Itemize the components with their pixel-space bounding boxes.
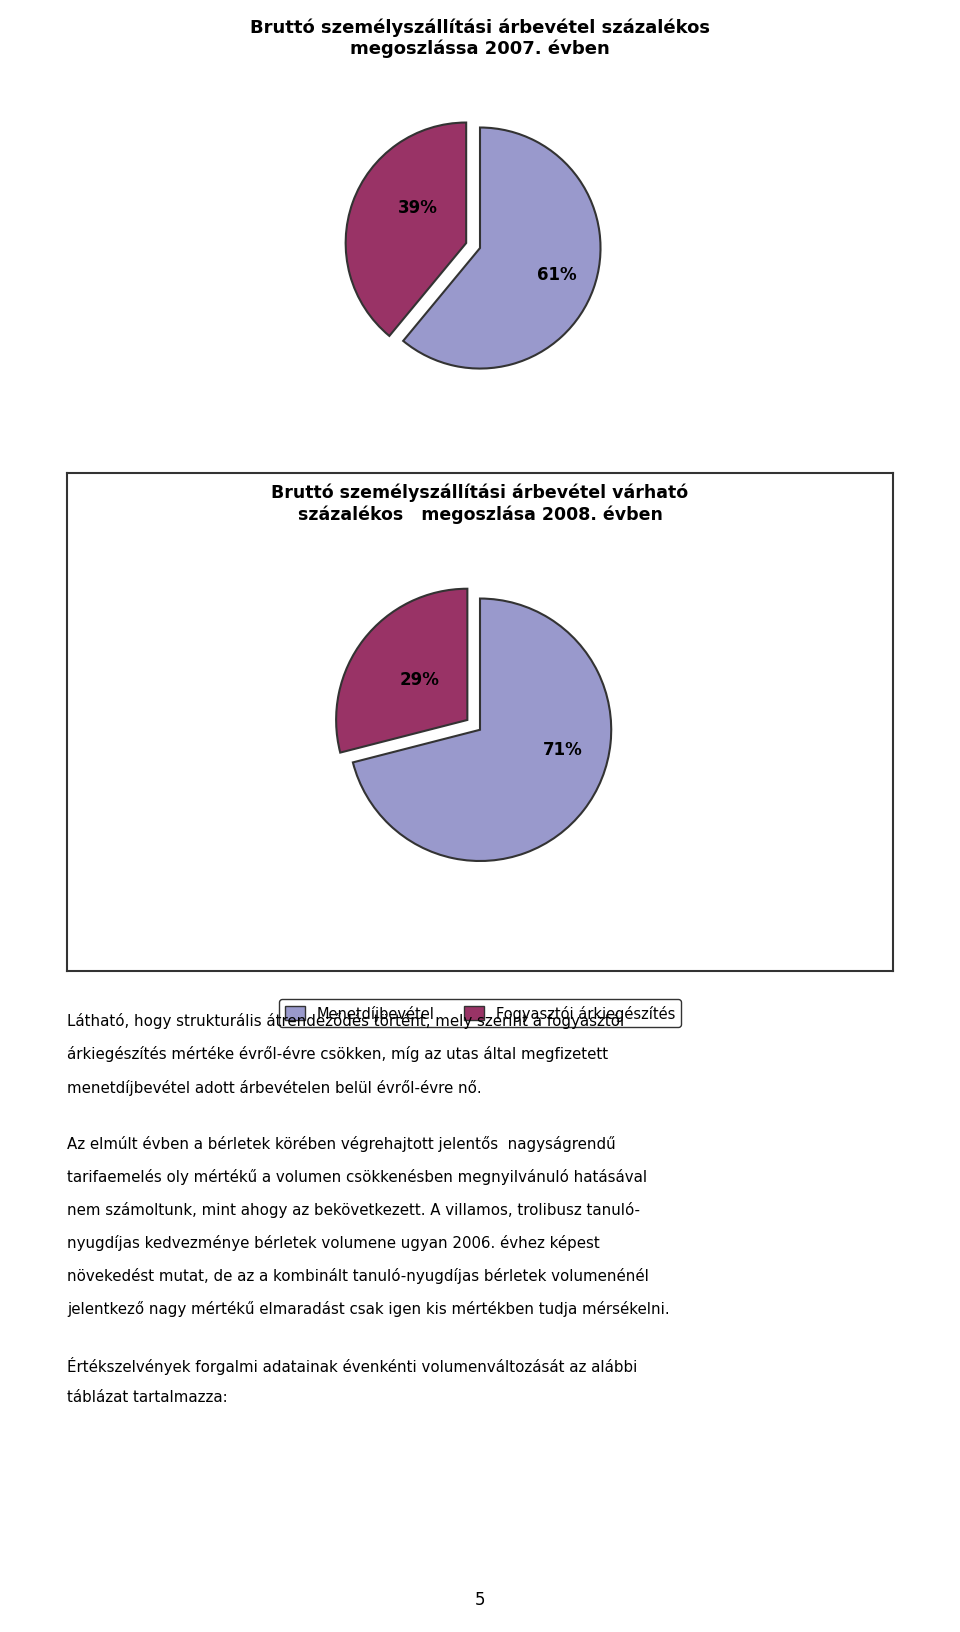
Text: 61%: 61% [537, 266, 576, 284]
Text: árkiegészítés mértéke évről-évre csökken, míg az utas által megfizetett: árkiegészítés mértéke évről-évre csökken… [67, 1046, 609, 1062]
Text: 29%: 29% [399, 671, 439, 689]
Text: Látható, hogy strukturális átrendeződés történt, mely szerint a fogyasztói: Látható, hogy strukturális átrendeződés … [67, 1012, 624, 1028]
Text: 39%: 39% [398, 199, 438, 217]
Text: 71%: 71% [543, 741, 583, 759]
Text: tarifaemelés oly mértékű a volumen csökkenésben megnyilvánuló hatásával: tarifaemelés oly mértékű a volumen csökk… [67, 1169, 647, 1183]
Legend: Menetdíjbevétel, Fogyasztói árkiegészítés 39%: Menetdíjbevétel, Fogyasztói árkiegészíté… [260, 501, 700, 529]
Title: Bruttó személyszállítási árbevétel százalékos
megoszlássa 2007. évben: Bruttó személyszállítási árbevétel száza… [250, 18, 710, 59]
Text: 5: 5 [475, 1590, 485, 1609]
Text: Értékszelvények forgalmi adatainak évenkénti volumenváltozását az alábbi: Értékszelvények forgalmi adatainak évenk… [67, 1356, 637, 1374]
Wedge shape [353, 599, 612, 862]
Text: menetdíjbevétel adott árbevételen belül évről-évre nő.: menetdíjbevétel adott árbevételen belül … [67, 1079, 482, 1095]
Title: Bruttó személyszállítási árbevétel várható
százalékos   megoszlása 2008. évben: Bruttó személyszállítási árbevétel várha… [272, 483, 688, 524]
Text: növekedést mutat, de az a kombinált tanuló-nyugdíjas bérletek volumenénél: növekedést mutat, de az a kombinált tanu… [67, 1268, 649, 1283]
Wedge shape [346, 124, 467, 336]
Text: nem számoltunk, mint ahogy az bekövetkezett. A villamos, trolibusz tanuló-: nem számoltunk, mint ahogy az bekövetkez… [67, 1201, 640, 1217]
Text: nyugdíjas kedvezménye bérletek volumene ugyan 2006. évhez képest: nyugdíjas kedvezménye bérletek volumene … [67, 1234, 600, 1250]
Text: Az elmúlt évben a bérletek körében végrehajtott jelentős  nagyságrendű: Az elmúlt évben a bérletek körében végre… [67, 1134, 615, 1151]
Text: jelentkező nagy mértékű elmaradást csak igen kis mértékben tudja mérsékelni.: jelentkező nagy mértékű elmaradást csak … [67, 1301, 670, 1317]
Legend: Menetdíjbevétel, Fogyasztói árkiegészítés: Menetdíjbevétel, Fogyasztói árkiegészíté… [278, 999, 682, 1027]
Wedge shape [403, 129, 601, 369]
Wedge shape [336, 589, 468, 752]
Text: táblázat tartalmazza:: táblázat tartalmazza: [67, 1390, 228, 1405]
